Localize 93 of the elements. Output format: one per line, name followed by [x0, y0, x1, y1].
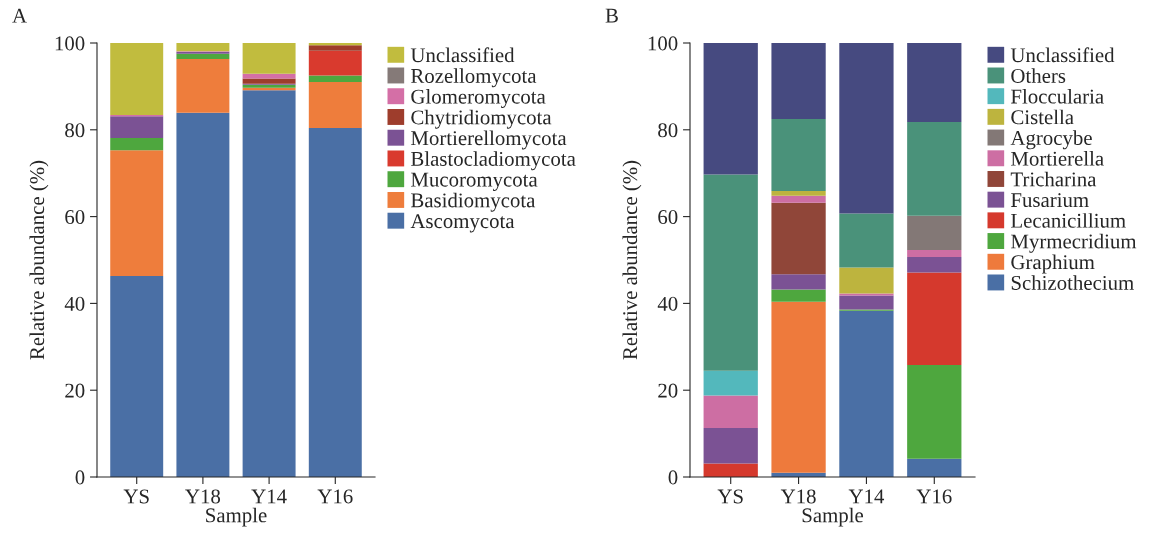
bar	[907, 272, 962, 366]
y-axis-title: Relative abundance (%)	[622, 160, 642, 360]
bar	[771, 289, 826, 302]
bar	[703, 43, 758, 175]
x-axis-title: Sample	[206, 507, 267, 527]
bar	[308, 75, 362, 83]
bar	[771, 195, 826, 203]
legend-label: Tricharina	[1010, 171, 1097, 187]
bar	[907, 458, 962, 477]
legend-label: Mortierella	[1011, 151, 1104, 166]
bar	[176, 59, 230, 113]
bar	[110, 116, 164, 139]
bar	[907, 250, 962, 257]
bar	[176, 53, 230, 60]
legend-label: Chytridiomycota	[411, 109, 552, 129]
bar	[839, 267, 894, 294]
x-tick-label: Y16	[317, 489, 353, 504]
legend-label: Unclassified	[410, 47, 515, 63]
bar	[308, 82, 362, 129]
bar	[839, 310, 894, 477]
legend-label: Floccularia	[1011, 88, 1104, 104]
y-tick-label: 80	[658, 123, 678, 138]
bar	[110, 138, 164, 151]
bar	[907, 43, 962, 122]
bar	[703, 395, 758, 428]
bar	[703, 370, 758, 396]
x-tick-label: Y16	[916, 489, 952, 504]
y-tick-label: 60	[65, 209, 85, 225]
bar	[242, 43, 296, 74]
x-tick-label: Y18	[185, 489, 221, 504]
legend-label: Graphium	[1011, 254, 1095, 274]
y-tick-label: 40	[657, 296, 678, 311]
legend-label: Mortierellomycota	[411, 130, 567, 150]
y-tick-label: 60	[658, 209, 678, 225]
bar	[907, 121, 962, 216]
bar	[771, 43, 826, 119]
x-tick-label: YS	[123, 489, 149, 504]
bar	[839, 43, 894, 214]
y-tick-label: 80	[65, 123, 85, 138]
x-tick-label: Y14	[848, 489, 885, 504]
bar	[110, 150, 164, 277]
bar	[308, 128, 362, 477]
bar	[771, 301, 826, 473]
bar	[703, 427, 758, 464]
x-tick-label: Y18	[780, 489, 816, 504]
legend-label: Myrmecridium	[1011, 233, 1137, 253]
y-tick-label: 20	[658, 383, 678, 398]
x-axis-title: Sample	[802, 507, 864, 527]
bar	[176, 43, 230, 52]
bar	[703, 174, 758, 371]
y-axis-title: Relative abundance (%)	[29, 160, 49, 360]
bar	[308, 50, 362, 76]
bar	[242, 90, 296, 477]
bar	[839, 213, 894, 268]
bar	[839, 295, 894, 310]
y-tick-label: 100	[648, 36, 678, 51]
bar	[308, 45, 362, 51]
y-tick-label: 100	[55, 36, 85, 51]
y-tick-label: 0	[75, 470, 85, 485]
bar	[907, 256, 962, 273]
legend-label: Rozellomycota	[411, 68, 537, 88]
chart-title: B	[605, 8, 618, 23]
legend-label: Ascomycota	[410, 214, 515, 233]
bar	[771, 274, 826, 290]
bar	[242, 78, 296, 84]
bar	[771, 202, 826, 275]
legend-label: Blastocladiomycota	[411, 151, 576, 171]
legend-label: Others	[1011, 68, 1066, 83]
legend-label: Lecanicillium	[1011, 213, 1126, 228]
legend-label: Basidiomycota	[411, 192, 536, 212]
legend-label: Fusarium	[1011, 193, 1089, 208]
bar	[771, 118, 826, 191]
legend-label: Schizothecium	[1011, 275, 1134, 290]
y-tick-label: 20	[65, 383, 85, 398]
legend-label: Unclassified	[1010, 47, 1115, 63]
bar	[110, 43, 164, 116]
chart-title: A	[12, 8, 27, 23]
x-tick-label: YS	[717, 489, 743, 504]
y-tick-label: 40	[64, 296, 85, 311]
y-tick-label: 0	[668, 470, 678, 485]
legend-label: Cistella	[1011, 109, 1074, 125]
bar	[839, 293, 894, 296]
legend-label: Agrocybe	[1010, 130, 1092, 150]
bar	[176, 112, 230, 477]
bar	[242, 73, 296, 79]
bar	[308, 43, 362, 46]
bar	[907, 365, 962, 459]
bar	[771, 190, 826, 196]
bar	[110, 276, 164, 477]
x-tick-label: Y14	[251, 489, 287, 504]
legend-label: Glomeromycota	[411, 89, 546, 108]
bar	[907, 215, 962, 251]
legend-label: Mucoromycota	[411, 172, 538, 191]
